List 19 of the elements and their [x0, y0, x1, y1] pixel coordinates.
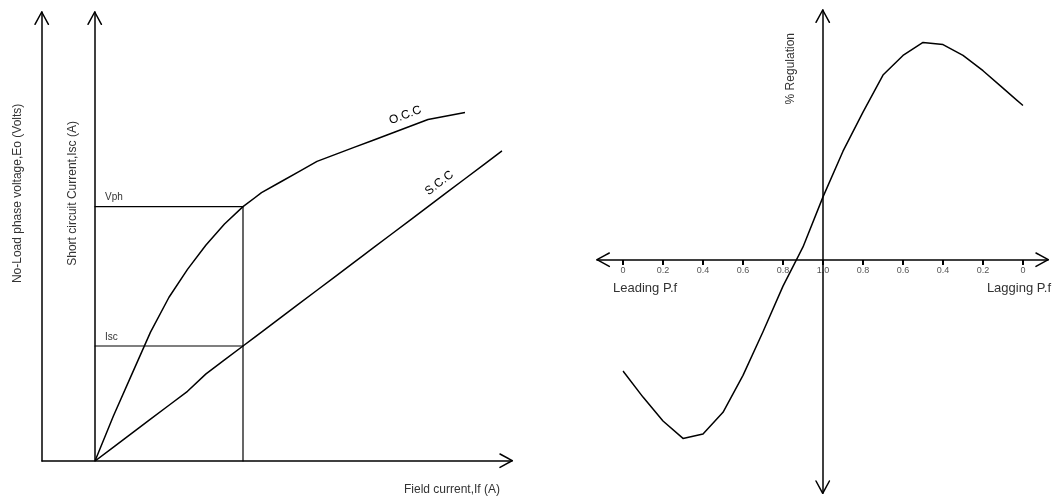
x-tick-label: 0.6 — [736, 264, 750, 275]
y-axis-title: No-Load phase voltage,Eo (Volts) — [10, 103, 25, 284]
x-tick-label: 0.8 — [776, 264, 790, 275]
x-tick-label: 0.6 — [896, 264, 910, 275]
annotation: Leading P.f — [613, 280, 678, 296]
y-axis-title: % Regulation — [783, 33, 798, 105]
text: O.C.C — [386, 102, 424, 128]
x-tick-label: 0.2 — [656, 264, 670, 275]
y2-axis-title: Short circuit Current,Isc (A) — [65, 121, 80, 266]
x-tick-label: 0 — [1020, 264, 1026, 275]
x-tick-label: 0.4 — [696, 264, 710, 275]
x-tick-label: 0 — [620, 264, 626, 275]
x-tick-label: 0.2 — [976, 264, 990, 275]
x-tick-label: 0.4 — [936, 264, 950, 275]
ref-line-label: Vph — [105, 191, 123, 203]
annotation: Lagging P.f — [986, 280, 1052, 296]
ref-line-label: Isc — [105, 330, 118, 342]
x-tick-label: 0.8 — [856, 264, 870, 275]
x-axis-title: Field current,If (A) — [403, 482, 500, 496]
